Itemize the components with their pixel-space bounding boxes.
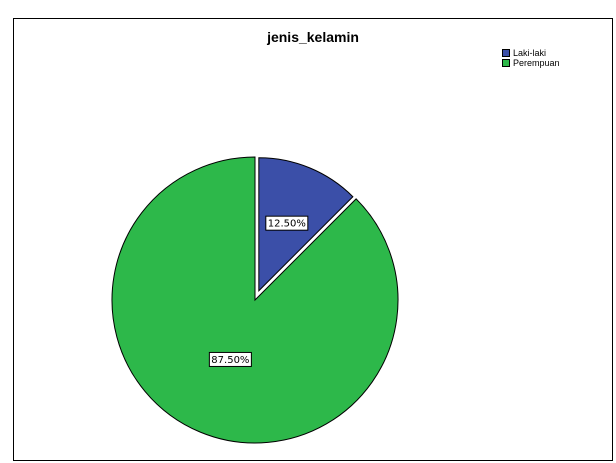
chart-title: jenis_kelamin bbox=[267, 29, 359, 45]
pie-slice-perempuan bbox=[111, 156, 399, 444]
legend-item-laki-laki: Laki-laki bbox=[502, 48, 560, 58]
slice-label-box-perempuan bbox=[208, 351, 252, 367]
slice-label-box-laki-laki bbox=[265, 215, 309, 231]
legend-item-perempuan: Perempuan bbox=[502, 58, 560, 68]
legend-swatch-laki-laki bbox=[502, 49, 510, 57]
slice-label-laki-laki: 12.50% bbox=[268, 219, 306, 230]
legend-label-laki-laki: Laki-laki bbox=[513, 48, 547, 58]
slice-label-perempuan: 87.50% bbox=[211, 355, 249, 366]
legend-label-perempuan: Perempuan bbox=[513, 58, 560, 68]
legend-swatch-perempuan bbox=[502, 59, 510, 67]
pie-chart: 12.50% 87.50% bbox=[111, 156, 399, 444]
legend: Laki-laki Perempuan bbox=[502, 48, 560, 68]
chart-frame: jenis_kelamin Laki-laki Perempuan 12.50%… bbox=[13, 18, 613, 461]
